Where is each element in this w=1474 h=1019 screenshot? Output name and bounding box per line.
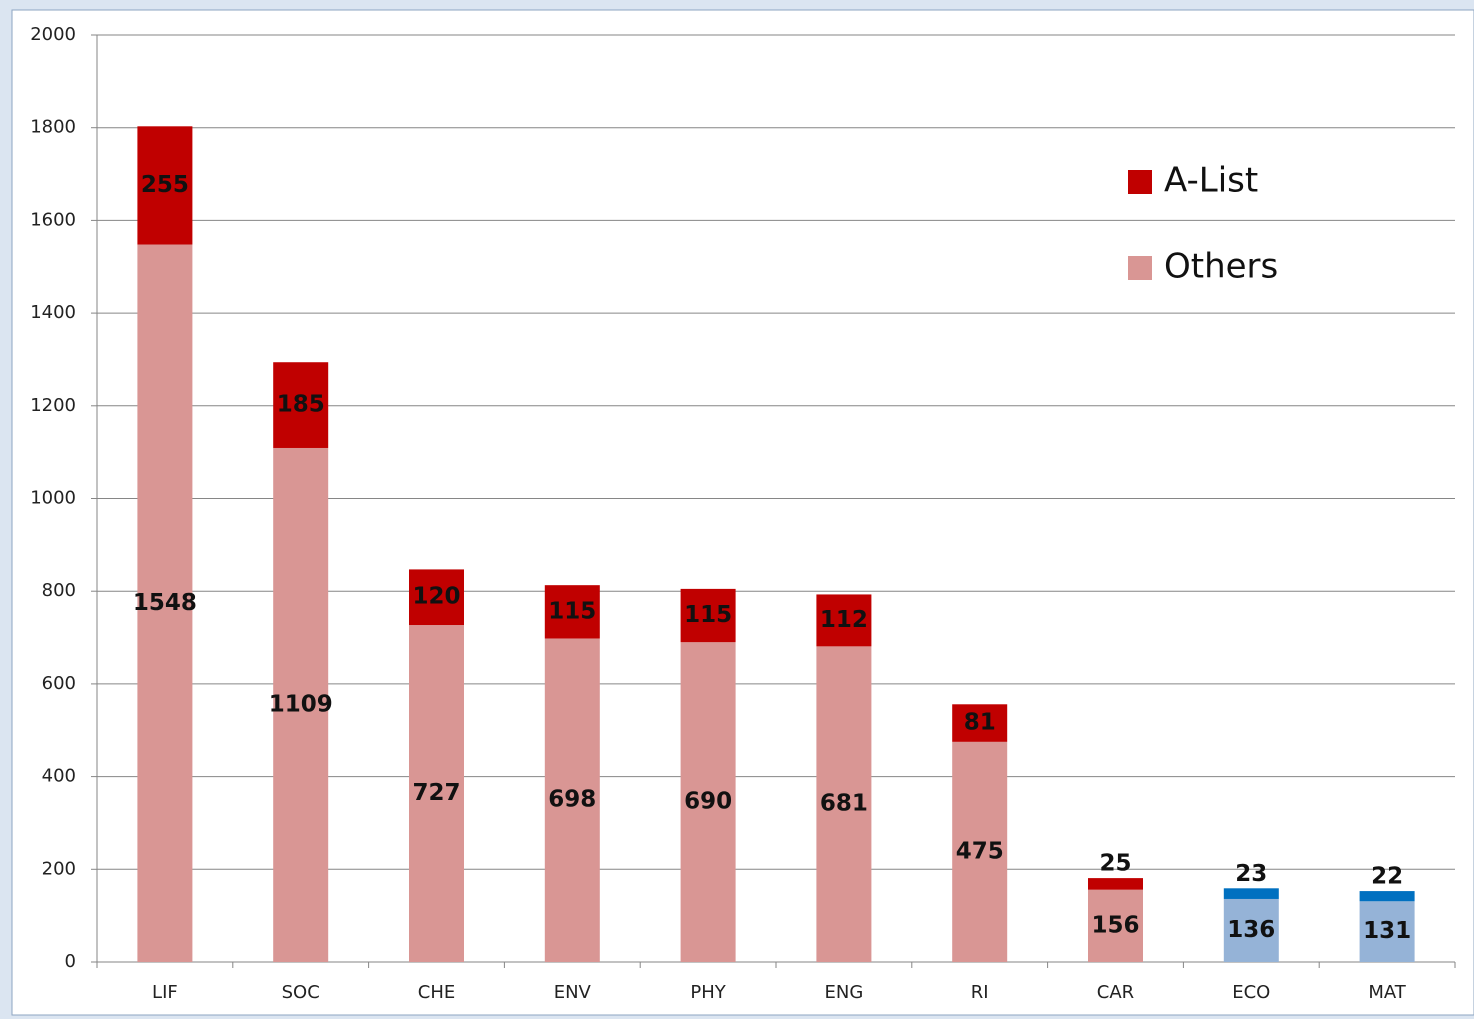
- y-tick-label: 1800: [30, 117, 76, 138]
- data-label: 120: [412, 584, 460, 610]
- data-label: 727: [412, 780, 460, 806]
- data-label: 255: [141, 172, 189, 198]
- data-label: 23: [1235, 861, 1267, 887]
- data-label: 22: [1371, 864, 1403, 890]
- bar-segment: [409, 569, 464, 626]
- y-tick-label: 600: [42, 673, 76, 694]
- bar-segment: [1359, 901, 1415, 962]
- legend-label: Others: [1164, 247, 1278, 287]
- bar-segment: [1223, 888, 1279, 899]
- bar-segment: [137, 244, 193, 962]
- y-tick-label: 1000: [30, 488, 76, 509]
- data-label: 81: [964, 710, 996, 736]
- bar-segment: [544, 638, 600, 962]
- x-tick-label: LIF: [152, 982, 178, 1003]
- x-tick-label: MAT: [1368, 982, 1406, 1003]
- legend-swatch: [1128, 170, 1152, 194]
- data-label: 690: [684, 789, 732, 815]
- y-tick-label: 200: [42, 858, 76, 879]
- x-tick-label: RI: [971, 982, 989, 1003]
- bar-segment: [273, 362, 329, 448]
- bar-segment: [1088, 878, 1143, 890]
- x-tick-label: ENG: [825, 982, 864, 1003]
- y-tick-label: 1400: [30, 302, 76, 323]
- data-label: 1548: [133, 590, 197, 616]
- data-label: 156: [1091, 912, 1139, 938]
- legend-label: A-List: [1164, 161, 1258, 201]
- bar-segment: [409, 625, 464, 962]
- data-label: 112: [820, 607, 868, 633]
- y-tick-label: 2000: [30, 24, 76, 45]
- x-tick-label: CAR: [1097, 982, 1134, 1003]
- data-label: 136: [1227, 917, 1275, 943]
- y-tick-label: 1600: [30, 209, 76, 230]
- bar-segment: [952, 741, 1008, 962]
- data-label: 185: [277, 392, 325, 418]
- legend-swatch: [1128, 256, 1152, 280]
- chart-area: [11, 9, 1474, 1016]
- x-tick-label: PHY: [690, 982, 726, 1003]
- y-tick-label: 1200: [30, 395, 76, 416]
- bar-segment: [1088, 889, 1143, 962]
- data-label: 115: [684, 602, 732, 628]
- x-tick-label: SOC: [282, 982, 320, 1003]
- y-tick-label: 400: [42, 766, 76, 787]
- bar-segment: [137, 126, 193, 245]
- y-tick-label: 800: [42, 580, 76, 601]
- bar-segment: [680, 642, 736, 962]
- data-label: 115: [548, 598, 596, 624]
- bar-segment: [816, 594, 872, 647]
- bar-segment: [1223, 898, 1279, 962]
- bar-segment: [273, 447, 329, 962]
- x-tick-label: CHE: [418, 982, 455, 1003]
- data-label: 698: [548, 787, 596, 813]
- bar-segment: [544, 585, 600, 639]
- data-label: 681: [820, 791, 868, 817]
- y-tick-label: 0: [65, 951, 76, 972]
- data-label: 475: [956, 838, 1004, 864]
- data-label: 131: [1363, 918, 1411, 944]
- bar-segment: [952, 704, 1008, 742]
- bar-segment: [816, 646, 872, 962]
- bar-segment: [680, 588, 736, 643]
- bar-segment: [1359, 891, 1415, 902]
- x-tick-label: ENV: [554, 982, 592, 1003]
- data-label: 25: [1099, 851, 1131, 877]
- data-label: 1109: [269, 691, 333, 717]
- x-tick-label: ECO: [1232, 982, 1270, 1003]
